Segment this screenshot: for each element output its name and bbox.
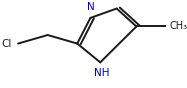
Text: CH₃: CH₃ bbox=[169, 21, 187, 32]
Text: NH: NH bbox=[94, 68, 110, 78]
Text: N: N bbox=[87, 2, 94, 12]
Text: Cl: Cl bbox=[1, 39, 12, 49]
